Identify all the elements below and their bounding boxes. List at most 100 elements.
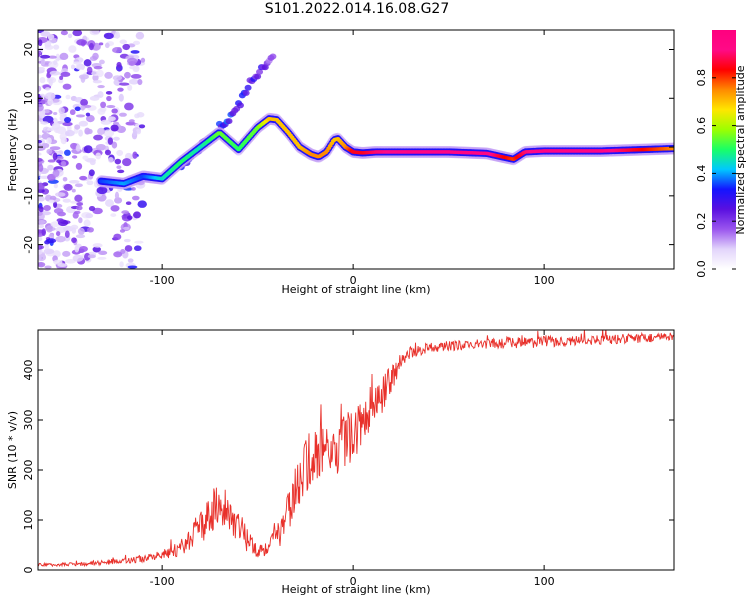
heatmap-noise-cell	[92, 80, 103, 84]
heatmap-noise-cell	[44, 244, 49, 250]
heatmap-noise-cell	[79, 246, 88, 252]
heatmap-noise-cell	[116, 149, 124, 157]
spectrogram-y-tick-label: 20	[22, 43, 35, 57]
heatmap-noise-cell	[132, 151, 138, 159]
spectrogram-x-axis-title: Height of straight line (km)	[281, 283, 430, 296]
heatmap-noise-cell	[125, 201, 132, 205]
heatmap-noise-cell	[113, 233, 122, 241]
heatmap-noise-cell	[68, 179, 80, 184]
heatmap-branch-cell	[254, 73, 262, 80]
heatmap-noise-cell	[103, 129, 115, 137]
heatmap-noise-cell	[105, 90, 113, 95]
snr-y-tick-label: 200	[22, 460, 35, 481]
heatmap-noise-cell	[48, 55, 57, 59]
heatmap-branch-cell	[244, 84, 252, 91]
heatmap-noise-cell	[60, 160, 67, 167]
heatmap-noise-cell	[76, 205, 83, 211]
heatmap-noise-cell	[51, 37, 58, 43]
heatmap-noise-cell	[114, 191, 120, 200]
heatmap-noise-cell	[47, 159, 56, 163]
heatmap-noise-cell	[38, 39, 43, 47]
snr-x-ticks: -100 0 100	[150, 330, 555, 588]
heatmap-noise-cell	[104, 42, 110, 49]
heatmap-noise-cell	[100, 101, 107, 109]
heatmap-noise-cell	[47, 98, 54, 106]
heatmap-noise-cell	[40, 121, 49, 125]
heatmap-noise-cell	[75, 234, 86, 239]
heatmap-noise-cell	[45, 238, 57, 244]
heatmap-noise-cell	[59, 52, 69, 61]
heatmap-noise-cell	[58, 78, 64, 84]
heatmap-noise-cell	[112, 121, 120, 125]
heatmap-noise-cell	[46, 225, 53, 233]
heatmap-noise-cell	[127, 57, 138, 65]
heatmap-noise-cell	[95, 144, 107, 151]
heatmap-noise-cell	[85, 112, 91, 117]
heatmap-noise-cell	[75, 144, 81, 152]
heatmap-noise-cell	[62, 83, 72, 90]
heatmap-noise-cell	[97, 85, 105, 89]
heatmap-noise-cell	[38, 244, 44, 250]
heatmap-noise-cell	[49, 195, 57, 201]
heatmap-noise-cell	[124, 71, 131, 79]
snr-frame	[37, 329, 675, 571]
heatmap-noise-cell	[74, 245, 80, 253]
heatmap-noise-cell	[78, 129, 84, 137]
heatmap-noise-cell	[119, 229, 126, 233]
heatmap-noise-cell	[38, 224, 45, 229]
heatmap-noise-cell	[92, 74, 99, 82]
heatmap-noise-cell	[118, 93, 124, 102]
heatmap-noise-cell	[123, 238, 131, 243]
heatmap-noise-cell	[131, 187, 136, 191]
heatmap-noise-cell	[74, 106, 81, 112]
heatmap-noise-cell	[117, 87, 124, 92]
heatmap-noise-cell	[125, 121, 136, 126]
heatmap-noise-cell	[55, 231, 61, 237]
heatmap-noise-cell	[55, 53, 60, 62]
heatmap-noise-cell	[49, 146, 61, 151]
heatmap-noise-cell	[38, 51, 41, 58]
heatmap-noise-cell	[41, 228, 47, 237]
heatmap-noise-cell	[52, 152, 58, 161]
heatmap-noise-cell	[49, 70, 61, 76]
colorbar-ticks: 0.0 0.2 0.4 0.6 0.8	[695, 69, 736, 278]
heatmap-noise-cell	[88, 206, 96, 212]
heatmap-noise-cell	[71, 227, 77, 234]
heatmap-noise-cell	[60, 71, 71, 77]
heatmap-noise-cell	[62, 198, 71, 203]
heatmap-noise-cell	[92, 246, 101, 253]
heatmap-noise-cell	[58, 107, 65, 115]
heatmap-noise-cell	[135, 31, 145, 40]
heatmap-noise-cell	[53, 201, 58, 208]
heatmap-noise-cell	[112, 47, 123, 54]
heatmap-noise-cell	[87, 227, 94, 233]
heatmap-noise-cell	[46, 148, 53, 155]
heatmap-noise-cell	[64, 149, 71, 156]
heatmap-noise-cell	[86, 180, 94, 186]
heatmap-noise-cell	[38, 255, 42, 261]
heatmap-noise-cell	[76, 202, 84, 207]
heatmap-noise-cell	[122, 43, 130, 51]
heatmap-noise-cell	[91, 70, 98, 76]
heatmap-noise-cell	[38, 206, 44, 213]
heatmap-noise-cell	[87, 128, 93, 135]
colorbar-tick-label: 0.4	[695, 165, 708, 183]
heatmap-noise-cell	[44, 109, 50, 114]
heatmap-noise-cell	[65, 258, 76, 264]
heatmap-noise-cell	[44, 265, 52, 269]
heatmap-noise-cell	[70, 64, 76, 70]
heatmap-noise-cell	[124, 152, 133, 160]
heatmap-noise-cell	[46, 73, 52, 79]
heatmap-noise-cell	[43, 248, 55, 255]
heatmap-noise-cell	[119, 39, 128, 44]
heatmap-noise-cell	[70, 142, 78, 150]
heatmap-noise-cell	[56, 155, 64, 160]
heatmap-noise-cell	[38, 85, 42, 92]
snr-series-line	[38, 330, 674, 568]
heatmap-noise-cell	[105, 199, 114, 207]
heatmap-noise-cell	[80, 105, 86, 111]
heatmap-noise-cell	[53, 259, 63, 265]
heatmap-noise-cell	[95, 152, 102, 160]
heatmap-noise-cell	[38, 163, 44, 172]
